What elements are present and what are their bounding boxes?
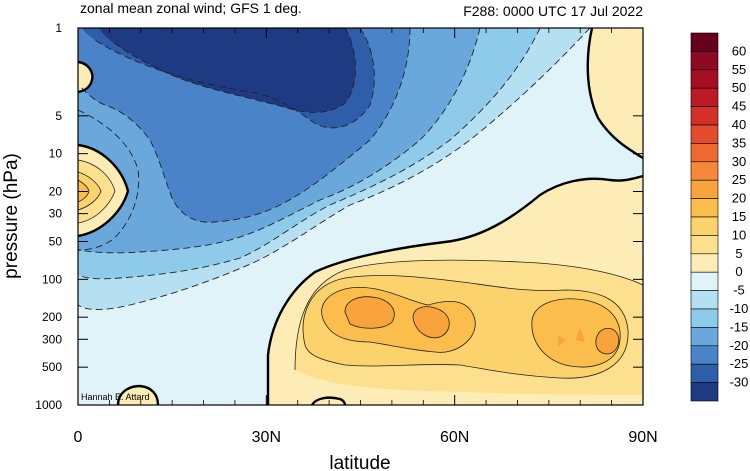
colorbar-label: -20 [730, 338, 749, 353]
colorbar-swatch [690, 308, 719, 328]
colorbar-swatch [690, 363, 719, 383]
colorbar-label: 45 [732, 99, 746, 114]
y-tick-label: 5 [55, 109, 62, 123]
zero-contour-lines [78, 28, 643, 405]
colorbar-swatch [690, 235, 719, 255]
colorbar-labels: 605550454035302520151050-5-10-15-20-25-3… [730, 43, 749, 389]
y-tick-label: 10 [49, 147, 63, 161]
colorbar-label: 30 [732, 154, 746, 169]
colorbar-label: 25 [732, 172, 746, 187]
author-credit: Hannah E. Attard [81, 392, 150, 402]
colorbar-swatch [690, 32, 719, 52]
colorbar-swatch [690, 253, 719, 273]
colorbar-label: 55 [732, 62, 746, 77]
y-axis-tick-labels: 1 5 10 20 30 50 100 200 300 500 1000 [35, 21, 62, 412]
colorbar [690, 32, 719, 402]
y-tick-label: 500 [42, 360, 62, 374]
x-axis-label: latitude [329, 453, 390, 471]
colorbar-label: 35 [732, 135, 746, 150]
x-tick-label: 0 [74, 429, 83, 446]
contour-fill-equatorial-10 [78, 172, 101, 210]
colorbar-label: -25 [730, 356, 749, 371]
positive-contour-lines [78, 159, 643, 379]
y-tick-label: 1 [55, 21, 62, 35]
y-tick-label: 50 [49, 235, 63, 249]
contour-fill-trop-20e [576, 328, 585, 342]
y-tick-label: 300 [42, 332, 62, 346]
colorbar-label: 10 [732, 227, 746, 242]
colorbar-label: 5 [735, 246, 742, 261]
y-tick-label: 1000 [35, 398, 62, 412]
colorbar-label: -10 [730, 301, 749, 316]
colorbar-label: 50 [732, 80, 746, 95]
negative-contour-lines [78, 28, 591, 310]
contour-fill-minus-30 [100, 28, 356, 113]
colorbar-swatch [690, 290, 719, 310]
x-axis-tick-labels: 0 30N 60N 90N [74, 429, 658, 446]
colorbar-swatch [690, 106, 719, 126]
colorbar-swatch [690, 124, 719, 144]
colorbar-swatch [690, 179, 719, 199]
contour-fill-trop-20a [345, 296, 395, 329]
colorbar-label: -30 [730, 375, 749, 390]
x-tick-label: 60N [440, 429, 469, 446]
colorbar-swatch [690, 327, 719, 347]
contour-fill-trop-20c [595, 328, 619, 354]
chart-title: zonal mean zonal wind; GFS 1 deg. [80, 0, 302, 16]
colorbar-swatch [690, 216, 719, 236]
colorbar-label: 60 [732, 43, 746, 58]
colorbar-label: 40 [732, 117, 746, 132]
contour-fill-surface-left [118, 386, 158, 405]
colorbar-swatch [690, 87, 719, 107]
colorbar-label: 15 [732, 209, 746, 224]
plot-area [78, 28, 643, 405]
colorbar-swatch [690, 345, 719, 365]
x-tick-label: 30N [252, 429, 281, 446]
colorbar-label: -15 [730, 319, 749, 334]
contour-fill-trop-20b [413, 306, 450, 338]
contour-fill-trop-20d [558, 336, 566, 346]
colorbar-swatch [690, 51, 719, 71]
colorbar-label: 0 [735, 264, 742, 279]
y-tick-label: 20 [49, 184, 63, 198]
colorbar-label: -5 [733, 283, 745, 298]
colorbar-label: 20 [732, 191, 746, 206]
axis-ticks [77, 27, 644, 406]
chart-subtitle: F288: 0000 UTC 17 Jul 2022 [463, 3, 643, 19]
colorbar-swatch [690, 198, 719, 218]
x-tick-label: 90N [628, 429, 657, 446]
colorbar-swatch [690, 271, 719, 291]
contour-fill-north-upper [587, 28, 643, 158]
y-axis-label: pressure (hPa) [1, 153, 22, 279]
y-tick-label: 200 [42, 310, 62, 324]
colorbar-swatch [690, 69, 719, 89]
colorbar-swatch [690, 382, 719, 402]
colorbar-swatch [690, 161, 719, 181]
y-tick-label: 30 [49, 207, 63, 221]
y-tick-label: 100 [42, 272, 62, 286]
colorbar-swatch [690, 143, 719, 163]
